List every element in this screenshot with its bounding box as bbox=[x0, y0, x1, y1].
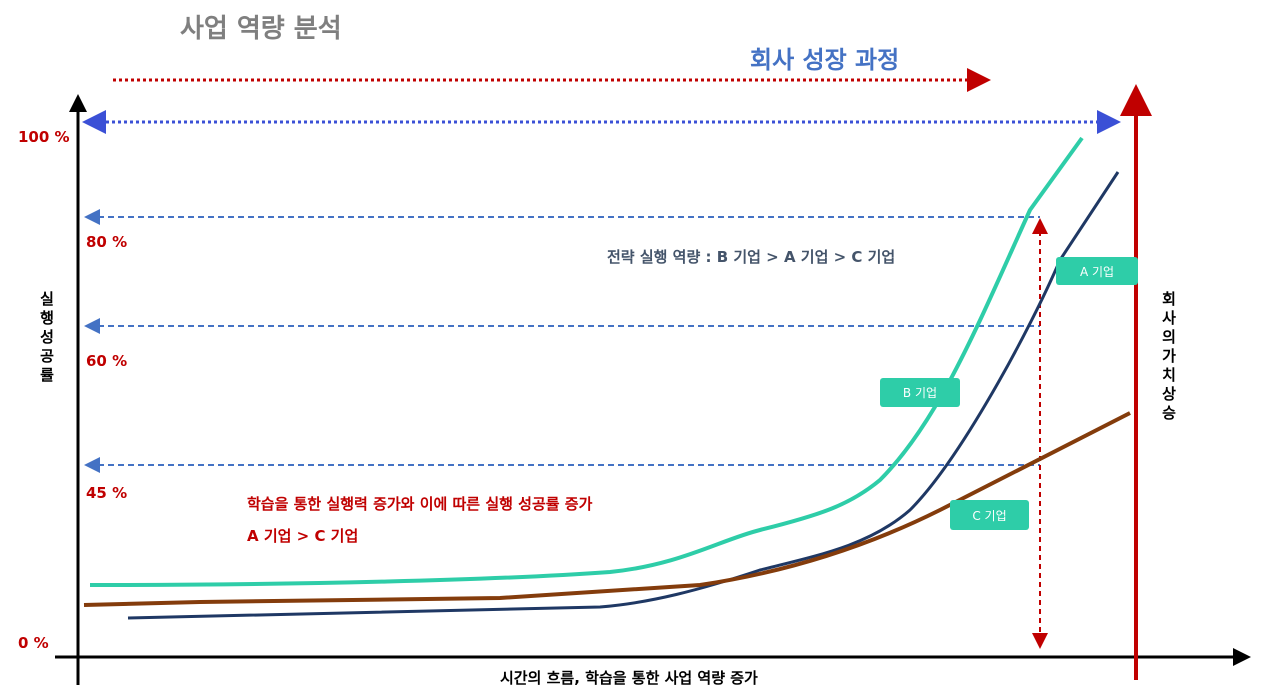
curve-label: B 기업 bbox=[880, 378, 960, 407]
title: 사업 역량 분석 bbox=[180, 14, 342, 44]
x-axis-title: 시간의 흐름, 학습을 통한 사업 역량 증가 bbox=[500, 669, 758, 687]
learning-order: A 기업 > C 기업 bbox=[247, 527, 359, 545]
curve-a bbox=[127, 171, 1120, 620]
curve-b bbox=[89, 136, 1084, 587]
level-label: 80 % bbox=[86, 233, 128, 251]
level-label: 60 % bbox=[86, 352, 128, 370]
learning-note: 학습을 통한 실행력 증가와 이에 따른 실행 성공률 증가 bbox=[247, 495, 593, 513]
strategy-note: 전략 실행 역량 : B 기업 > A 기업 > C 기업 bbox=[607, 248, 896, 266]
y-axis-title: 실행 성공률 bbox=[40, 290, 54, 384]
curve-label: A 기업 bbox=[1056, 257, 1138, 285]
level-label: 100 % bbox=[18, 128, 70, 146]
curve-c bbox=[83, 411, 1131, 607]
right-axis-title: 회사의 가치 상승 bbox=[1162, 290, 1176, 422]
subtitle: 회사 성장 과정 bbox=[750, 46, 900, 74]
level-label: 45 % bbox=[86, 484, 128, 502]
level-label: 0 % bbox=[18, 634, 49, 652]
curve-label: C 기업 bbox=[950, 500, 1029, 530]
level-lines bbox=[84, 209, 1040, 473]
